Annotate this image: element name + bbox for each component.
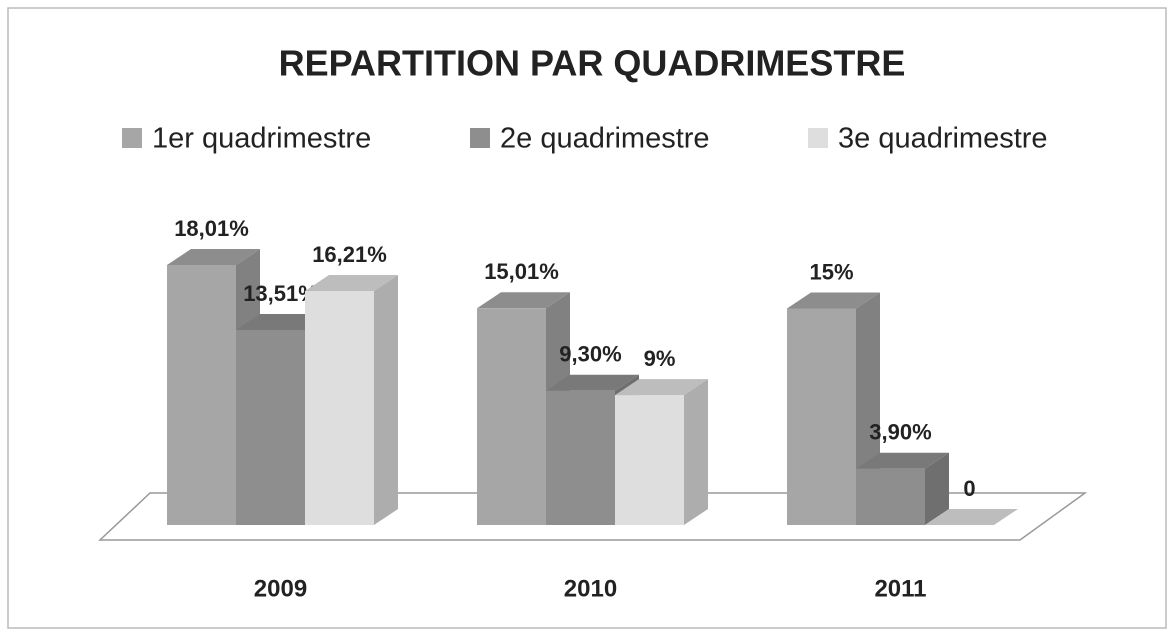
bar-top bbox=[546, 374, 639, 391]
bar-side bbox=[374, 274, 398, 525]
value-label: 3,90% bbox=[869, 420, 931, 445]
bar-group bbox=[305, 274, 398, 525]
legend-label: 1er quadrimestre bbox=[152, 123, 371, 155]
value-label: 18,01% bbox=[174, 216, 249, 241]
bar-side bbox=[925, 452, 949, 525]
bar-top bbox=[856, 452, 949, 469]
bar-group bbox=[856, 452, 949, 525]
legend-label: 2e quadrimestre bbox=[500, 123, 710, 155]
bar bbox=[236, 329, 305, 525]
x-tick-label: 2009 bbox=[254, 575, 307, 602]
value-label: 9% bbox=[644, 346, 676, 371]
legend-swatch bbox=[808, 128, 828, 148]
bar bbox=[167, 265, 236, 525]
legend-swatch bbox=[470, 128, 490, 148]
bar-top bbox=[477, 292, 570, 309]
value-label: 15% bbox=[809, 259, 853, 284]
x-tick-label: 2010 bbox=[564, 575, 617, 602]
bar-top bbox=[615, 379, 708, 396]
bar-group bbox=[925, 509, 1018, 525]
value-label: 9,30% bbox=[559, 342, 621, 367]
bar bbox=[305, 290, 374, 525]
value-label: 0 bbox=[963, 476, 975, 501]
bar-top bbox=[305, 274, 398, 291]
bar-top bbox=[167, 249, 260, 265]
bar bbox=[615, 395, 684, 525]
bar-group bbox=[787, 292, 880, 525]
chart-title: REPARTITION PAR QUADRIMESTRE bbox=[279, 43, 906, 84]
bar-top bbox=[787, 292, 880, 309]
bar bbox=[546, 390, 615, 525]
legend-swatch bbox=[122, 128, 142, 148]
bar bbox=[856, 468, 925, 525]
value-label: 16,21% bbox=[312, 242, 387, 267]
bar bbox=[477, 308, 546, 525]
bar-side bbox=[684, 379, 708, 525]
bar bbox=[787, 308, 856, 525]
value-label: 15,01% bbox=[484, 259, 559, 284]
bar-top bbox=[925, 509, 1018, 525]
bar-group bbox=[615, 379, 708, 525]
x-tick-label: 2011 bbox=[874, 575, 926, 602]
legend-label: 3e quadrimestre bbox=[838, 123, 1048, 155]
